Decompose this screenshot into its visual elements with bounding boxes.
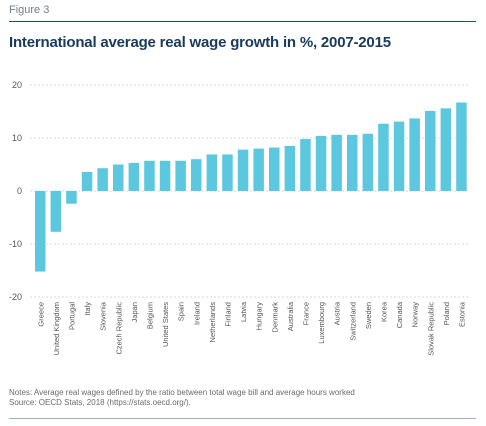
bar: [50, 191, 62, 232]
bar: [66, 191, 77, 204]
x-tick-label: United States: [161, 302, 170, 347]
bar: [409, 118, 420, 191]
bar: [191, 159, 202, 191]
bar: [269, 147, 280, 191]
bar: [347, 134, 358, 191]
source-text: Source: OECD Stats, 2018 (https://stats.…: [9, 398, 191, 407]
chart-notes: Notes: Average real wages defined by the…: [9, 388, 479, 408]
x-tick-label: Spain: [177, 302, 186, 321]
bar: [128, 162, 140, 191]
bar-chart: -20 -10 0 10 20 Greece United Kingdom Portugal I…: [9, 80, 470, 356]
bar: [35, 191, 46, 272]
x-tick-label: United Kingdom: [52, 302, 61, 355]
x-tick-label: Belgium: [145, 302, 154, 329]
y-tick-label: 10: [12, 133, 22, 143]
bottom-divider: [9, 418, 476, 419]
bar: [362, 133, 374, 191]
x-tick-label: Korea: [379, 301, 388, 322]
x-tick-label: Austria: [333, 301, 342, 325]
bar: [315, 135, 327, 191]
bar: [425, 110, 436, 191]
bar: [300, 139, 311, 191]
bar: [81, 171, 93, 191]
top-divider: [9, 21, 476, 22]
x-tick-label: Canada: [395, 301, 404, 328]
x-tick-label: Czech Republic: [114, 302, 123, 355]
chart-title: International average real wage growth i…: [9, 34, 391, 51]
x-tick-label: Denmark: [270, 302, 279, 333]
x-tick-label: Italy: [83, 302, 92, 316]
x-tick-label: Latvia: [239, 301, 248, 322]
bar: [378, 123, 389, 191]
x-tick-label: Ireland: [192, 302, 201, 325]
x-tick-label: Slovak Republic: [426, 302, 435, 356]
x-tick-label: Switzerland: [348, 302, 357, 341]
y-tick-label: -20: [9, 292, 22, 302]
y-tick-label: 20: [12, 80, 22, 90]
bar: [222, 154, 233, 191]
bar: [175, 160, 186, 191]
bar: [144, 160, 155, 191]
bar: [97, 168, 108, 191]
x-tick-label: Norway: [411, 302, 420, 328]
notes-text: Notes: Average real wages defined by the…: [9, 388, 355, 397]
x-tick-label: Hungary: [255, 302, 264, 331]
x-tick-label: Finland: [223, 302, 232, 327]
x-tick-label: France: [301, 302, 310, 325]
x-tick-label: Greece: [36, 302, 45, 327]
x-tick-label: Luxembourg: [317, 302, 326, 344]
bar: [393, 121, 405, 191]
x-tick-label: Portugal: [67, 302, 76, 330]
bar: [456, 102, 467, 191]
bar: [331, 134, 342, 191]
bar: [440, 108, 452, 191]
x-tick-label: Slovenia: [99, 301, 108, 331]
figure-label: Figure 3: [9, 4, 50, 16]
bar: [206, 154, 218, 191]
bar: [237, 149, 249, 191]
bar: [159, 160, 171, 191]
x-tick-label: Netherlands: [208, 302, 217, 343]
bar: [113, 164, 124, 191]
x-tick-label: Japan: [130, 302, 139, 322]
bar: [253, 148, 264, 191]
y-tick-label: -10: [9, 239, 22, 249]
x-tick-label: Poland: [442, 302, 451, 325]
bar: [284, 145, 296, 191]
x-tick-label: Australia: [286, 301, 295, 331]
x-tick-label: Sweden: [364, 302, 373, 329]
y-tick-label: 0: [17, 186, 22, 196]
x-tick-label: Estonia: [457, 301, 466, 327]
